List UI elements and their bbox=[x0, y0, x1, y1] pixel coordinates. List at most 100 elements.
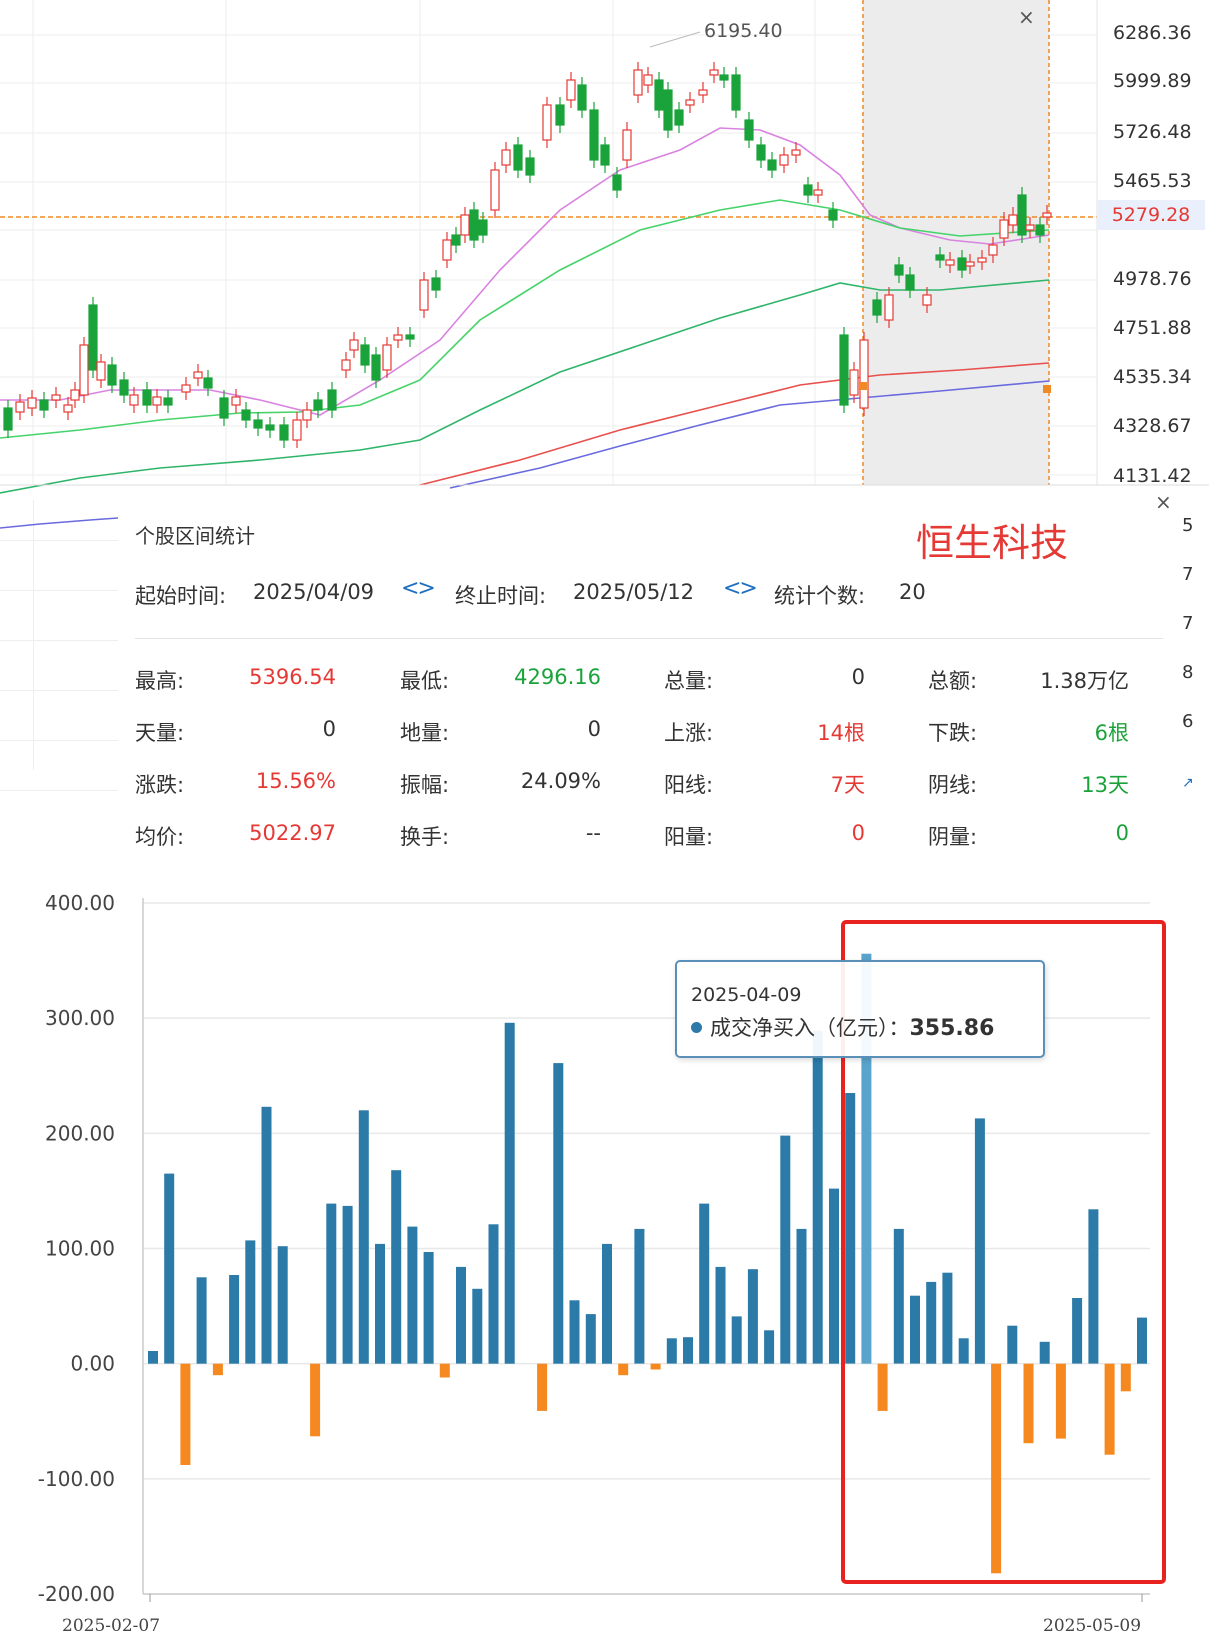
bar bbox=[634, 1228, 645, 1364]
bar bbox=[504, 1022, 515, 1364]
bar bbox=[326, 1203, 337, 1364]
bar bbox=[974, 1118, 985, 1364]
series-dot-icon bbox=[691, 1022, 702, 1033]
bar bbox=[553, 1063, 564, 1364]
candle-body bbox=[731, 74, 741, 111]
close-range-icon[interactable]: × bbox=[1018, 5, 1035, 29]
bar-tooltip: 2025-04-09 成交净买入（亿元）：355.86 bbox=[675, 960, 1045, 1058]
candle-body bbox=[393, 334, 403, 341]
candle-body bbox=[542, 104, 552, 141]
bar bbox=[1039, 1341, 1050, 1364]
bar bbox=[439, 1363, 450, 1378]
bar bbox=[1120, 1363, 1131, 1392]
price-tick: 4131.42 bbox=[1113, 465, 1192, 487]
candle-body bbox=[859, 339, 869, 409]
y-tick-label: -100.00 bbox=[38, 1467, 115, 1491]
stat-value-turnover: -- bbox=[585, 821, 601, 845]
kline-grid bbox=[0, 0, 1097, 485]
start-time-value[interactable]: 2025/04/09 bbox=[253, 580, 375, 604]
end-time-stepper-icon[interactable]: <> bbox=[723, 576, 758, 601]
bar bbox=[375, 1243, 385, 1364]
candle-body bbox=[884, 294, 894, 321]
bar bbox=[310, 1363, 321, 1437]
bar bbox=[1137, 1317, 1147, 1364]
candle-body bbox=[1035, 224, 1045, 236]
bar bbox=[893, 1228, 904, 1364]
candle-body bbox=[643, 74, 653, 86]
candle-body bbox=[654, 79, 664, 111]
bar bbox=[991, 1363, 1002, 1574]
candle-body bbox=[279, 424, 289, 441]
tooltip-value: 355.86 bbox=[909, 1016, 995, 1041]
bar bbox=[829, 1188, 839, 1364]
stat-value-high: 5396.54 bbox=[249, 665, 336, 689]
candle-body bbox=[935, 254, 945, 261]
candle-body bbox=[88, 304, 98, 371]
bar bbox=[261, 1106, 272, 1364]
candle-body bbox=[872, 299, 882, 316]
candle-body bbox=[292, 419, 302, 441]
candle-body bbox=[828, 209, 838, 221]
bar bbox=[569, 1300, 580, 1364]
net-buy-bar-chart: 400.00 300.00 200.00 100.00 0.00 -100.00 -200.… bbox=[38, 891, 1166, 1636]
candle-body bbox=[1025, 224, 1035, 231]
candle-body bbox=[405, 334, 415, 340]
candle-body bbox=[945, 259, 955, 266]
price-tick: 4978.76 bbox=[1113, 268, 1192, 290]
candle-body bbox=[555, 104, 565, 126]
tooltip-row: 成交净买入（亿元）：355.86 bbox=[691, 1012, 994, 1042]
bar bbox=[731, 1316, 742, 1364]
candle-body bbox=[51, 394, 61, 401]
ma-line bbox=[419, 362, 1050, 486]
candle-body bbox=[513, 144, 523, 171]
end-time-value[interactable]: 2025/05/12 bbox=[573, 580, 695, 604]
stat-value-avg-price: 5022.97 bbox=[249, 821, 336, 845]
bar bbox=[488, 1224, 499, 1364]
bar bbox=[342, 1205, 353, 1364]
flow-axis: 400.00 300.00 200.00 100.00 0.00 -100.00 -200.… bbox=[38, 891, 1150, 1636]
stat-value-max-volume: 0 bbox=[322, 717, 336, 741]
bar bbox=[764, 1330, 775, 1364]
candle-body bbox=[744, 119, 754, 141]
bar bbox=[1072, 1298, 1083, 1364]
y-tick-label: -200.00 bbox=[38, 1582, 115, 1606]
close-stats-icon[interactable]: × bbox=[1155, 490, 1172, 514]
start-time-stepper-icon[interactable]: <> bbox=[401, 576, 436, 601]
candle-body bbox=[419, 279, 429, 311]
bar bbox=[699, 1203, 710, 1364]
bar bbox=[585, 1314, 596, 1364]
bar bbox=[212, 1363, 223, 1376]
candle-body bbox=[265, 424, 275, 431]
candle-body bbox=[791, 149, 801, 156]
count-label: 统计个数: bbox=[774, 584, 866, 608]
candle-body bbox=[469, 209, 479, 241]
candle-body bbox=[977, 257, 987, 263]
bar bbox=[472, 1288, 483, 1364]
bar bbox=[537, 1363, 548, 1411]
bar bbox=[796, 1228, 807, 1364]
high-marker-label: 6195.40 bbox=[704, 20, 783, 42]
expand-icon[interactable]: ↗ bbox=[1182, 775, 1194, 791]
candle-body bbox=[39, 399, 49, 411]
candle-body bbox=[999, 219, 1009, 239]
ma-line bbox=[0, 279, 1050, 494]
bar bbox=[1007, 1325, 1018, 1364]
bar bbox=[391, 1170, 402, 1364]
stat-label-high: 最高: bbox=[135, 669, 185, 693]
candle-body bbox=[698, 89, 708, 96]
bar bbox=[358, 1110, 369, 1364]
bar bbox=[229, 1275, 240, 1364]
count-value: 20 bbox=[899, 580, 926, 604]
candle-body bbox=[231, 396, 241, 406]
candle-body bbox=[451, 234, 461, 246]
candle-body bbox=[905, 274, 915, 291]
ma-tail bbox=[0, 517, 118, 529]
candle-body bbox=[142, 389, 152, 406]
bar bbox=[715, 1266, 726, 1364]
candle-body bbox=[360, 344, 370, 366]
bar bbox=[1023, 1363, 1034, 1444]
bar bbox=[196, 1277, 207, 1364]
candle-body bbox=[129, 394, 139, 406]
stat-label-down-count: 下跌: bbox=[928, 721, 978, 745]
candle-body bbox=[501, 149, 511, 166]
